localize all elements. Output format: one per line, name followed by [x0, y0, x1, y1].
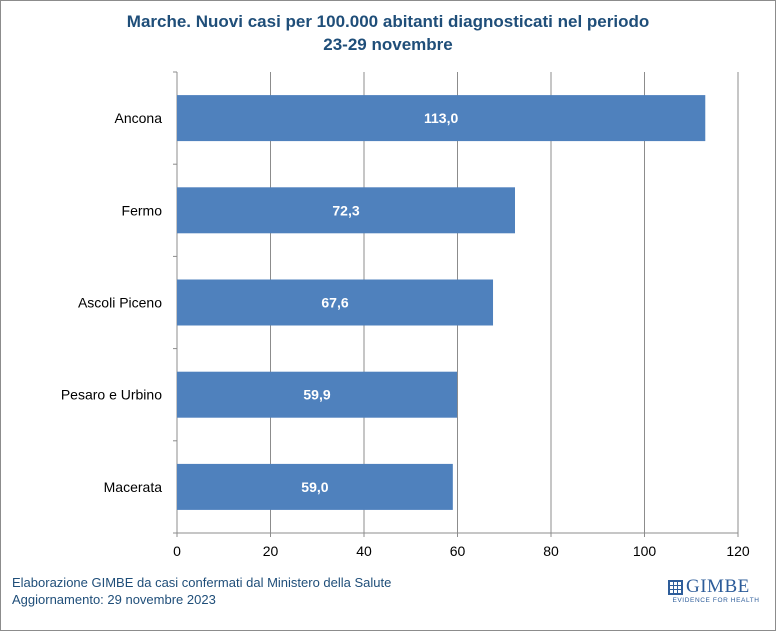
x-tick-label: 60 — [450, 543, 466, 559]
x-tick-label: 20 — [263, 543, 279, 559]
gimbe-logo: GIMBE EVIDENCE FOR HEALTH — [668, 578, 764, 604]
data-label: 113,0 — [424, 110, 458, 126]
data-label: 72,3 — [332, 202, 359, 218]
x-tick-label: 0 — [173, 543, 181, 559]
category-label: Ancona — [115, 110, 163, 126]
x-tick-label: 100 — [633, 543, 657, 559]
source-line-aggiornamento: Aggiornamento: 29 novembre 2023 — [12, 591, 391, 608]
source-line-elaborazione: Elaborazione GIMBE da casi confermati da… — [12, 574, 391, 591]
x-tick-label: 120 — [726, 543, 750, 559]
logo-wordmark: GIMBE — [686, 578, 750, 596]
category-label: Macerata — [104, 479, 163, 495]
category-label: Pesaro e Urbino — [61, 387, 162, 403]
category-label: Fermo — [122, 202, 163, 218]
data-label: 67,6 — [321, 295, 348, 311]
data-label: 59,0 — [301, 479, 328, 495]
x-tick-label: 40 — [356, 543, 372, 559]
logo-tagline: EVIDENCE FOR HEALTH — [668, 597, 764, 604]
source-note: Elaborazione GIMBE da casi confermati da… — [12, 574, 391, 608]
data-label: 59,9 — [303, 387, 330, 403]
x-tick-label: 80 — [543, 543, 559, 559]
bar-chart: 0 20 40 60 80 100 120 Ancona 113,0 Fermo 72,3 Ascol… — [0, 0, 776, 631]
category-label: Ascoli Piceno — [78, 295, 162, 311]
gimbe-grid-icon — [668, 580, 683, 595]
